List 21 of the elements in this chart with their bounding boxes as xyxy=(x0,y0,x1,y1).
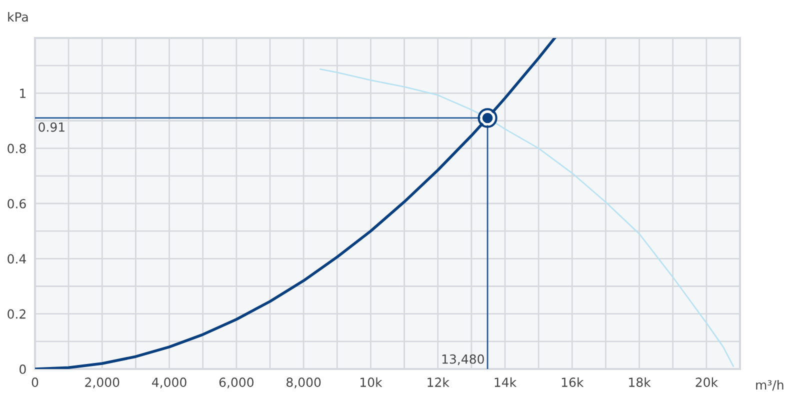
x-tick-label: 4,000 xyxy=(152,378,186,388)
x-tick-label: 16k xyxy=(562,377,584,388)
ref-line-label: 13,480 xyxy=(442,354,484,366)
x-tick-label: 8,000 xyxy=(286,378,321,388)
y-axis-title: kPa xyxy=(8,12,28,22)
ref-line-label: 0.91 xyxy=(38,122,64,132)
y-tick-label: 0.6 xyxy=(8,198,26,208)
y-tick-label: 0.2 xyxy=(8,309,26,319)
x-tick-label: 2,000 xyxy=(85,378,120,388)
x-tick-label: 10k xyxy=(360,377,382,388)
x-tick-label: 6,000 xyxy=(219,378,254,388)
x-tick-label: 12k xyxy=(428,377,450,387)
y-tick-label: 0.4 xyxy=(8,254,26,264)
y-tick-label: 0 xyxy=(20,364,26,374)
y-tick-label: 1 xyxy=(20,88,26,98)
x-tick-label: 14k xyxy=(494,377,517,387)
x-tick-label: 20k xyxy=(696,377,718,388)
x-tick-label: 18k xyxy=(629,377,651,388)
x-tick-label: 0 xyxy=(32,378,38,388)
y-tick-label: 0.8 xyxy=(8,144,26,154)
x-axis-title: m³/h xyxy=(756,380,784,391)
